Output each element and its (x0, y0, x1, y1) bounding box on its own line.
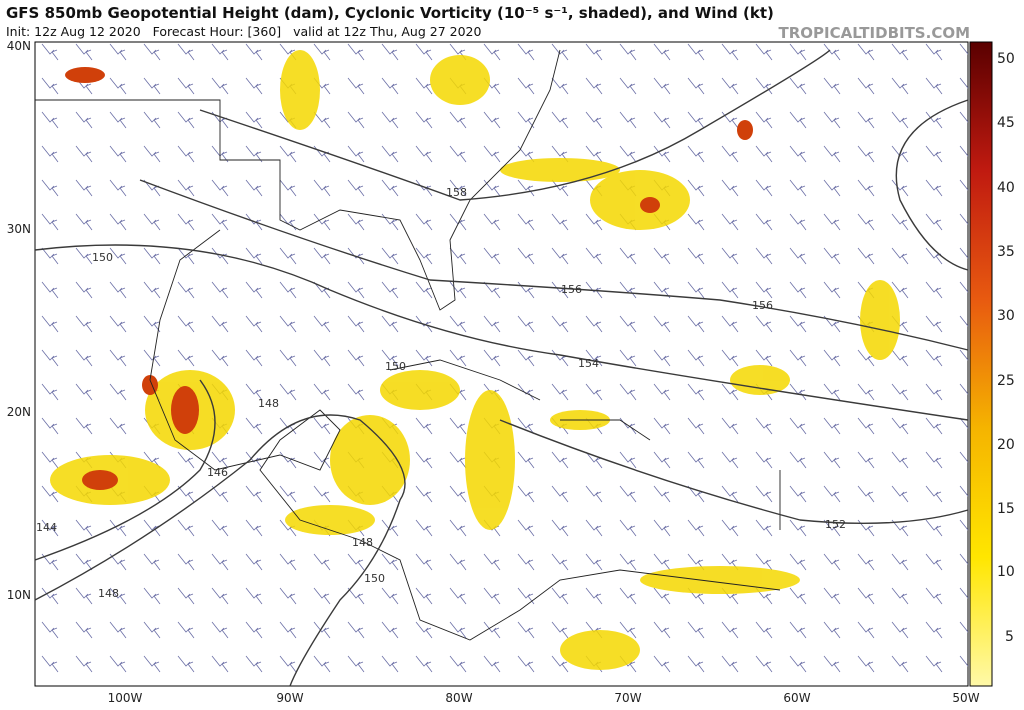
lon-label: 50W (952, 691, 979, 705)
colorbar: 50 45 40 35 30 25 20 15 10 5 (969, 41, 1015, 687)
contour-label: 158 (446, 186, 467, 199)
lat-label: 40N (7, 39, 31, 53)
colorbar-scale (969, 41, 993, 687)
contour-label: 148 (98, 587, 119, 600)
contour-label: 148 (258, 397, 279, 410)
contour-labels: 150 158 156 156 154 150 148 146 148 150 … (36, 186, 846, 600)
contour-label: 148 (352, 536, 373, 549)
lon-labels: 100W 90W 80W 70W 60W 50W (108, 691, 980, 705)
vorticity-shading (50, 50, 900, 670)
lat-label: 10N (7, 588, 31, 602)
colorbar-tick: 30 (997, 308, 1015, 324)
colorbar-tick: 20 (997, 437, 1015, 453)
colorbar-tick: 15 (997, 501, 1015, 517)
map-area (34, 41, 969, 687)
contour-label: 150 (92, 251, 113, 264)
subtitle: Init: 12z Aug 12 2020 Forecast Hour: [36… (6, 24, 482, 39)
contour-label: 152 (825, 518, 846, 531)
contour-label: 144 (36, 521, 57, 534)
lon-label: 80W (445, 691, 472, 705)
lon-label: 60W (783, 691, 810, 705)
lon-label: 100W (108, 691, 143, 705)
contour-label: 156 (561, 283, 582, 296)
lat-label: 30N (7, 222, 31, 236)
contour-label: 156 (752, 299, 773, 312)
lat-label: 20N (7, 405, 31, 419)
contour-label: 150 (364, 572, 385, 585)
colorbar-tick: 35 (997, 244, 1015, 260)
contour-label: 154 (578, 357, 599, 370)
colorbar-tick: 50 (997, 51, 1015, 67)
coastlines (35, 49, 781, 641)
colorbar-tick: 5 (1005, 629, 1014, 645)
credit: TROPICALTIDBITS.COM (779, 24, 971, 42)
colorbar-tick: 25 (997, 373, 1015, 389)
contour-label: 150 (385, 360, 406, 373)
colorbar-tick: 40 (997, 180, 1015, 196)
contour-label: 146 (207, 466, 228, 479)
lat-labels: 40N 30N 20N 10N (7, 39, 31, 602)
title: GFS 850mb Geopotential Height (dam), Cyc… (6, 4, 774, 22)
colorbar-tick: 45 (997, 115, 1015, 131)
vorticity-max (65, 67, 753, 490)
lon-label: 70W (614, 691, 641, 705)
height-contours (34, 49, 969, 687)
colorbar-tick: 10 (997, 564, 1015, 580)
lon-label: 90W (276, 691, 303, 705)
